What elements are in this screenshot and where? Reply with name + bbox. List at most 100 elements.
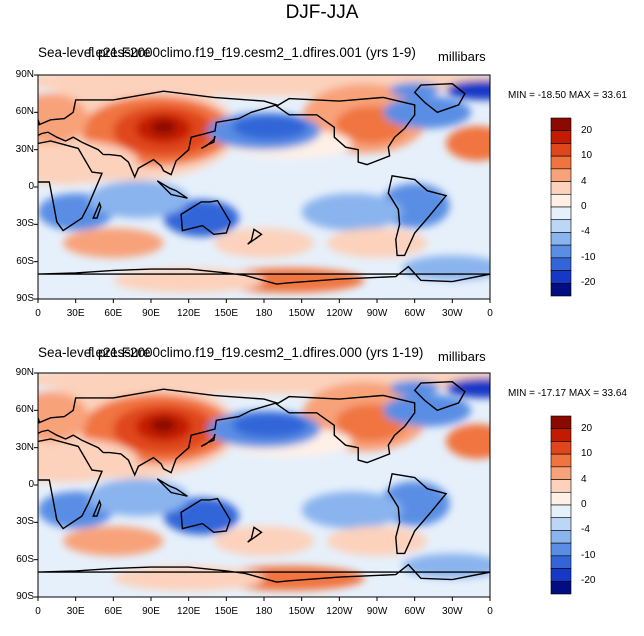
colorbar-swatch	[550, 568, 572, 582]
lon-tick-label: 180	[255, 308, 273, 319]
coastline-indonesia	[156, 180, 188, 199]
colorbar-swatch	[550, 117, 572, 132]
pressure-anomaly-region	[213, 526, 315, 556]
pressure-anomaly-region	[326, 526, 428, 556]
colorbar-swatch	[550, 244, 572, 259]
lat-tick-label: 30N	[15, 441, 34, 453]
coastline-eurasia	[38, 388, 280, 477]
colorbar-label: 20	[581, 124, 593, 136]
pressure-anomaly-region	[301, 193, 403, 231]
colorbar-swatch	[550, 453, 572, 468]
lat-tick-label: 0	[28, 181, 34, 192]
colorbar-swatch	[550, 219, 572, 233]
lon-tick-label: 0	[487, 606, 493, 617]
colorbar-swatch	[550, 530, 572, 544]
colorbar-swatch	[550, 143, 572, 157]
colorbar-label: 4	[581, 175, 587, 187]
colorbar-swatch	[550, 479, 572, 493]
lon-tick-label: 150W	[288, 606, 315, 617]
colorbar-swatch	[550, 466, 572, 480]
colorbar-swatch	[550, 282, 572, 297]
colorbar-swatch	[550, 193, 572, 208]
panel-2-map	[34, 372, 491, 601]
pressure-anomaly-region	[383, 96, 472, 129]
colorbar-swatch	[550, 155, 572, 170]
panel-1-variable-title: Sea-level pressure	[38, 45, 151, 60]
pressure-anomaly-region	[301, 491, 403, 529]
lon-tick-label: 60E	[104, 308, 123, 319]
colorbar-label: -4	[581, 226, 590, 238]
panel-2-variable-title: Sea-level pressure	[38, 345, 151, 360]
lat-tick-label: 60N	[15, 404, 34, 416]
lat-tick-label: 30N	[15, 143, 34, 155]
pressure-anomaly-region	[326, 228, 428, 258]
coastline-madagascar	[92, 201, 102, 219]
colorbar-swatch	[550, 542, 572, 557]
lon-tick-label: 150E	[214, 606, 238, 617]
coastline-antarctica	[38, 265, 490, 285]
coastline-north-america	[275, 96, 416, 166]
pressure-anomaly-region	[151, 119, 177, 135]
colorbar-swatch	[550, 206, 572, 221]
coastline-madagascar	[92, 499, 102, 517]
lat-tick-label: 90S	[16, 293, 34, 304]
coastline-eurasia	[38, 90, 280, 179]
lat-tick-label: 60S	[16, 553, 34, 565]
lon-tick-label: 90W	[366, 606, 388, 617]
pressure-anomaly-region	[213, 228, 315, 258]
lon-tick-label: 150W	[288, 308, 315, 319]
pressure-anomaly-region	[38, 437, 139, 483]
pressure-anomaly-region	[88, 180, 189, 219]
pressure-anomaly-region	[63, 228, 164, 258]
panel-2-colorbar	[550, 415, 572, 595]
colorbar-label: 10	[581, 448, 593, 460]
colorbar-label: 0	[581, 499, 587, 510]
coastline-africa	[38, 140, 104, 232]
lon-tick-label: 30W	[442, 308, 463, 319]
lat-tick-label: 90N	[15, 367, 34, 378]
colorbar-swatch	[550, 580, 572, 595]
colorbar-label: 20	[581, 422, 593, 434]
coastline-south-america	[387, 473, 448, 555]
colorbar-swatch	[550, 517, 572, 531]
lon-tick-label: 60E	[104, 606, 123, 617]
colorbar-swatch	[550, 232, 572, 246]
coastline-greenland	[413, 82, 466, 114]
colorbar-swatch	[550, 270, 572, 284]
pressure-anomaly-region	[446, 126, 490, 161]
coastline-antarctica	[38, 563, 490, 583]
lat-tick-label: 30S	[16, 516, 34, 528]
lon-tick-label: 0	[487, 308, 493, 319]
panel-1-units: millibars	[438, 49, 486, 64]
pressure-anomaly-region	[383, 394, 472, 427]
colorbar-swatch	[550, 555, 572, 569]
panel-1-min-max: MIN = -18.50 MAX = 33.61	[508, 90, 627, 101]
panel-1-colorbar	[550, 117, 572, 297]
lon-tick-label: 0	[35, 606, 41, 617]
coastline-south-america	[387, 175, 448, 257]
lon-tick-label: 60W	[404, 308, 425, 319]
coastline-new-zealand	[247, 228, 263, 245]
coastline-north-america	[275, 394, 416, 464]
lat-tick-label: 60S	[16, 255, 34, 267]
pressure-anomaly-region	[88, 478, 189, 517]
map-panel-1: Sea-level pressure f.e21.F2000climo.f19_…	[0, 42, 644, 338]
coastline-africa	[38, 438, 104, 530]
pressure-anomaly-region	[446, 377, 490, 398]
pressure-anomaly-region	[38, 139, 139, 185]
colorbar-label: 10	[581, 150, 593, 162]
lon-tick-label: 120E	[176, 308, 201, 319]
colorbar-swatch	[550, 168, 572, 182]
lon-tick-label: 90E	[142, 606, 160, 617]
lon-tick-label: 30E	[66, 606, 85, 617]
pressure-anomaly-region	[389, 380, 440, 396]
coastline-japan	[200, 433, 216, 448]
colorbar-swatch	[550, 428, 572, 442]
map-panel-2: Sea-level pressure f.e21.F2000climo.f19_…	[0, 340, 644, 636]
pressure-anomaly-region	[446, 424, 490, 459]
colorbar-label: -4	[581, 524, 590, 536]
lon-tick-label: 180	[255, 606, 273, 617]
colorbar-swatch	[550, 491, 572, 506]
lon-tick-label: 0	[35, 308, 41, 319]
panel-1-map	[34, 74, 491, 303]
